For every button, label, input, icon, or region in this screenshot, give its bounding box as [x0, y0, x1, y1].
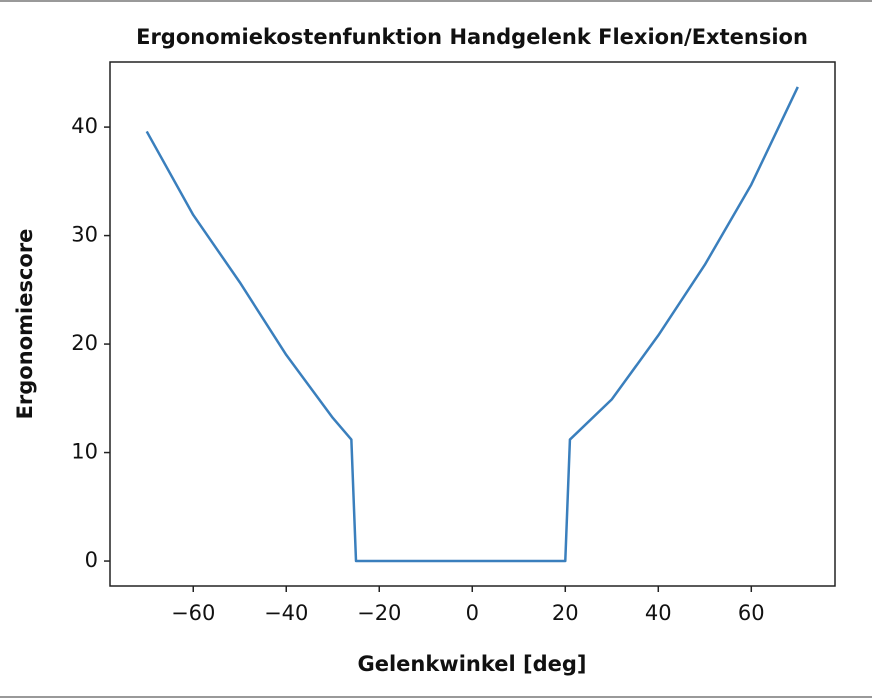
y-axis-label: Ergonomiescore: [13, 229, 37, 420]
data-line: [145, 86, 799, 563]
x-tick-label: −20: [357, 601, 401, 625]
y-tick-label: 20: [71, 331, 98, 355]
x-tick-label: 40: [645, 601, 672, 625]
x-tick-label: −60: [171, 601, 215, 625]
y-tick-label: 40: [71, 114, 98, 138]
chart-title: Ergonomiekostenfunktion Handgelenk Flexi…: [136, 25, 808, 49]
x-tick-label: 0: [466, 601, 479, 625]
x-axis-label: Gelenkwinkel [deg]: [357, 652, 586, 676]
y-tick-label: 30: [71, 223, 98, 247]
x-tick-label: 60: [738, 601, 765, 625]
plot-frame: [109, 61, 836, 587]
x-tick-label: −40: [264, 601, 308, 625]
y-tick-label: 0: [85, 548, 98, 572]
y-tick-label: 10: [71, 440, 98, 464]
x-tick-label: 20: [552, 601, 579, 625]
